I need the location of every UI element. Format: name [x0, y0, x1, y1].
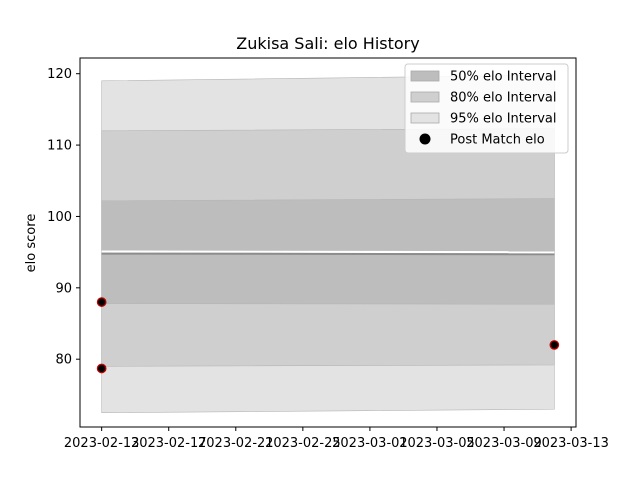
legend-label: 95% elo Interval [450, 112, 557, 127]
chart-title: Zukisa Sali: elo History [236, 34, 419, 53]
post-match-points [96, 297, 560, 374]
legend-marker [419, 133, 431, 145]
legend-label: 80% elo Interval [450, 91, 557, 106]
x-tick-label: 2023-03-13 [533, 436, 609, 451]
y-tick-label: 120 [47, 67, 72, 82]
x-tick-label: 2023-03-09 [466, 436, 542, 451]
y-tick-label: 80 [55, 353, 72, 368]
legend-box [404, 63, 569, 154]
x-tick-label: 2023-02-25 [265, 436, 341, 451]
x-tick-label: 2023-03-01 [332, 436, 408, 451]
post-match-point-3 [549, 340, 560, 350]
post-match-point-2 [96, 363, 107, 374]
mean-line [101, 252, 555, 256]
x-tick-label: 2023-02-13 [64, 436, 140, 451]
legend-label: 50% elo Interval [450, 70, 557, 85]
axes: 80901001101202023-02-132023-02-172023-02… [47, 57, 609, 451]
x-tick-label: 2023-02-17 [131, 436, 207, 451]
y-tick-label: 110 [47, 139, 72, 154]
plot-frame [79, 57, 577, 428]
legend-swatch [410, 91, 440, 103]
y-axis-label: elo score [24, 214, 39, 273]
legend-swatch [410, 112, 440, 124]
legend: 50% elo Interval 80% elo Interval 95% elo … [404, 63, 569, 154]
legend-label: Post Match elo [450, 133, 545, 148]
x-tick-label: 2023-02-21 [198, 436, 274, 451]
legend-swatch [410, 70, 440, 82]
y-tick-label: 100 [47, 210, 72, 225]
y-tick-label: 90 [55, 281, 72, 296]
x-tick-label: 2023-03-05 [399, 436, 475, 451]
post-match-point-1 [96, 297, 107, 307]
mean-elo-line [101, 250, 555, 256]
mean-line-highlight [101, 250, 555, 254]
